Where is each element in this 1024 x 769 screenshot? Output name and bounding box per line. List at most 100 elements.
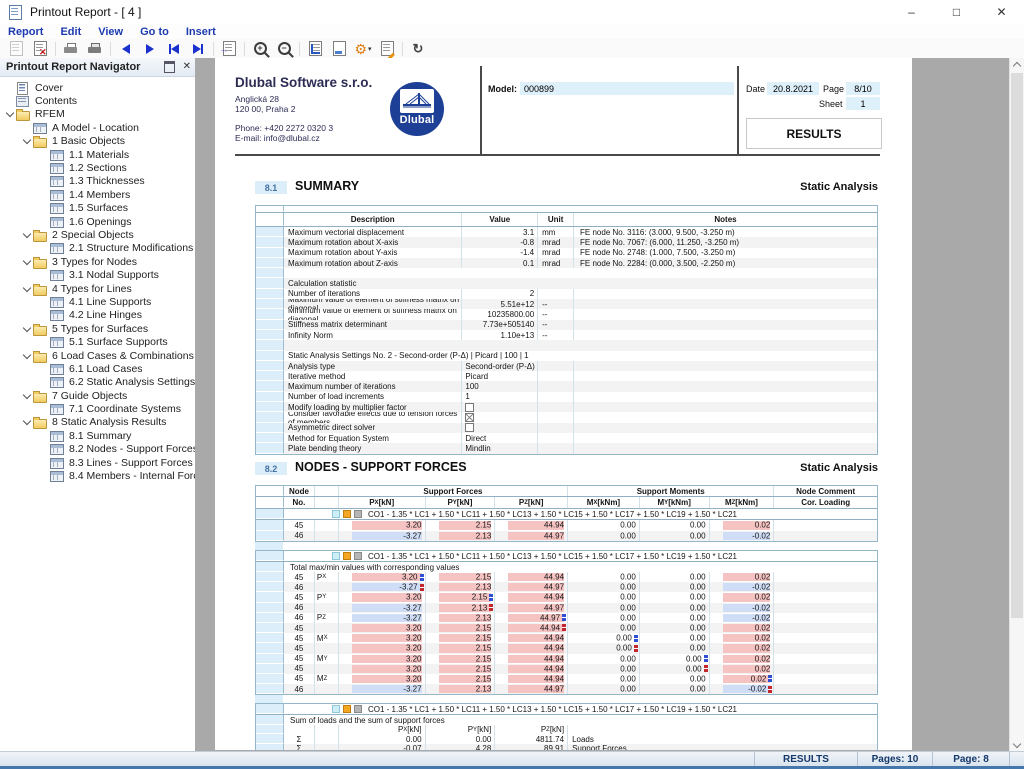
chevron-slot[interactable] [20, 136, 33, 145]
menu-goto[interactable]: Go to [140, 25, 169, 38]
chevron-slot[interactable] [20, 256, 33, 266]
tree-item-1-1-materials[interactable]: 1.1 Materials [0, 148, 195, 161]
menu-view[interactable]: View [98, 25, 124, 38]
chevron-down-icon[interactable] [22, 136, 31, 145]
minimize-button[interactable]: – [908, 5, 915, 19]
settings-button[interactable]: ⚙ ▾ [351, 40, 375, 58]
tree-item-8-3-lines-support-forces[interactable]: 8.3 Lines - Support Forces [0, 456, 195, 469]
value-cell: 0.02 [710, 622, 775, 634]
chevron-slot[interactable] [20, 417, 33, 426]
tree-item-4-2-line-hinges[interactable]: 4.2 Line Hinges [0, 309, 195, 322]
document-preview-area[interactable]: Dlubal Software s.r.o. Anglická 28 120 0… [195, 58, 1010, 752]
tree-item-contents[interactable]: Contents [0, 94, 195, 108]
value-bar [722, 521, 771, 530]
summary-unit: mrad [538, 237, 575, 248]
menu-report[interactable]: Report [8, 25, 44, 38]
chevron-down-icon[interactable] [22, 229, 31, 239]
tree-item-cover[interactable]: Cover [0, 81, 195, 95]
tree-item-3-types-for-nodes[interactable]: 3 Types for Nodes [0, 255, 195, 269]
row-index-cell [256, 257, 284, 269]
tree-item-5-1-surface-supports[interactable]: 5.1 Surface Supports [0, 335, 195, 349]
chevron-slot[interactable] [20, 390, 33, 399]
tree-item-6-1-load-cases[interactable]: 6.1 Load Cases [0, 362, 195, 375]
previous-page-button[interactable] [114, 40, 138, 58]
logo-word: Dlubal [399, 114, 435, 126]
print-preview-button[interactable] [4, 40, 28, 58]
tree-item-1-6-openings[interactable]: 1.6 Openings [0, 215, 195, 228]
statusbar: RESULTS Pages: 10 Page: 8 [0, 751, 1024, 766]
chevron-down-icon[interactable] [22, 283, 31, 292]
navigator-tree: Cover Contents RFEM A Model - Location 1 Bas… [0, 77, 195, 483]
first-page-button[interactable] [162, 40, 186, 58]
tree-item-6-2-static-analysis-settings[interactable]: 6.2 Static Analysis Settings [0, 376, 195, 389]
tree-item-2-special-objects[interactable]: 2 Special Objects [0, 228, 195, 242]
tree-item-7-1-coordinate-systems[interactable]: 7.1 Coordinate Systems [0, 402, 195, 416]
tree-item-7-guide-objects[interactable]: 7 Guide Objects [0, 389, 195, 403]
value-text: 44.97 [544, 582, 565, 592]
value-bar [351, 593, 422, 602]
tree-item-1-2-sections[interactable]: 1.2 Sections [0, 161, 195, 175]
scroll-up-icon[interactable] [1010, 58, 1024, 71]
chevron-slot[interactable] [20, 283, 33, 292]
print-all-button[interactable] [83, 40, 107, 58]
value-cell: 0.00 [568, 572, 640, 583]
remove-from-report-button[interactable]: ✕ [28, 40, 52, 58]
tree-item-6-load-cases-combinations[interactable]: 6 Load Cases & Combinations [0, 349, 195, 363]
dropdown-arrow-icon[interactable]: ▾ [368, 45, 372, 53]
tree-item-1-5-surfaces[interactable]: 1.5 Surfaces [0, 202, 195, 215]
tree-item-a-model-location[interactable]: A Model - Location [0, 121, 195, 134]
value-cell: 2.15 [426, 653, 496, 664]
value-text: 0.00 [620, 664, 636, 674]
menu-edit[interactable]: Edit [60, 25, 82, 38]
chevron-down-icon[interactable] [22, 256, 31, 266]
value-cell: 44.97 [495, 530, 569, 541]
chevron-down-icon[interactable] [22, 323, 31, 332]
tree-item-1-basic-objects[interactable]: 1 Basic Objects [0, 135, 195, 149]
menu-insert[interactable]: Insert [185, 25, 216, 38]
tree-item-8-4-members-internal-forces-by[interactable]: 8.4 Members - Internal Forces by... [0, 469, 195, 483]
table-icon [50, 403, 65, 416]
forces-group: Node Support Forces Support Moments Node Co… [255, 485, 878, 542]
last-page-button[interactable] [186, 40, 210, 58]
tree-item-8-2-nodes-support-forces[interactable]: 8.2 Nodes - Support Forces [0, 443, 195, 456]
tree-item-label: 3.1 Nodal Supports [69, 269, 159, 282]
tree-item-5-types-for-surfaces[interactable]: 5 Types for Surfaces [0, 322, 195, 336]
chevron-down-icon[interactable] [22, 390, 31, 399]
print-button[interactable] [59, 40, 83, 58]
go-to-page-button[interactable]: → [217, 40, 241, 58]
close-panel-icon[interactable]: ✕ [182, 61, 191, 72]
tree-item-4-types-for-lines[interactable]: 4 Types for Lines [0, 282, 195, 296]
close-button[interactable]: ✕ [996, 5, 1007, 19]
summary-description: Consider favorable effects due to tensio… [284, 412, 463, 423]
tree-item-3-1-nodal-supports[interactable]: 3.1 Nodal Supports [0, 268, 195, 282]
tree-item-8-1-summary[interactable]: 8.1 Summary [0, 429, 195, 442]
display-properties-button[interactable] [327, 40, 351, 58]
vertical-scrollbar[interactable] [1009, 58, 1024, 752]
chevron-slot[interactable] [3, 109, 16, 118]
edit-report-button[interactable] [375, 40, 399, 60]
scrollbar-thumb[interactable] [1011, 73, 1023, 618]
chevron-slot[interactable] [20, 323, 33, 332]
maximize-button[interactable]: □ [952, 5, 961, 19]
value-text: -3.27 [403, 531, 422, 541]
tree-item-rfem[interactable]: RFEM [0, 108, 195, 122]
tree-item-1-3-thicknesses[interactable]: 1.3 Thicknesses [0, 175, 195, 188]
tree-item-2-1-structure-modifications[interactable]: 2.1 Structure Modifications [0, 242, 195, 255]
component-cell [315, 684, 339, 695]
chevron-down-icon[interactable] [5, 109, 14, 118]
zoom-in-button[interactable]: + [248, 40, 272, 58]
zoom-out-button[interactable]: − [272, 40, 296, 58]
chevron-down-icon[interactable] [22, 417, 31, 426]
refresh-button[interactable]: ↻ [406, 40, 430, 58]
float-panel-icon[interactable] [163, 61, 175, 73]
chevron-slot[interactable] [20, 229, 33, 239]
next-page-button[interactable] [138, 40, 162, 58]
sum-label-cell: Loads [572, 734, 594, 744]
chevron-down-icon[interactable] [22, 350, 31, 359]
tree-item-1-4-members[interactable]: 1.4 Members [0, 188, 195, 201]
page-setup-button[interactable] [303, 40, 327, 58]
tree-item-4-1-line-supports[interactable]: 4.1 Line Supports [0, 295, 195, 308]
chevron-slot[interactable] [20, 350, 33, 359]
tree-item-8-static-analysis-results[interactable]: 8 Static Analysis Results [0, 416, 195, 430]
